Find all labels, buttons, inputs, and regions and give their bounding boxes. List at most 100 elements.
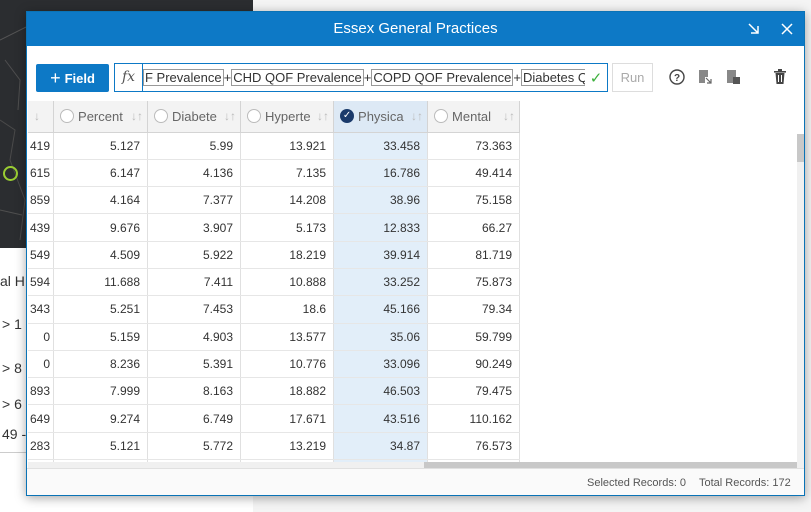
- table-cell[interactable]: 4.136: [147, 159, 242, 188]
- expression-token[interactable]: COPD QOF Prevalence: [371, 69, 514, 86]
- table-cell[interactable]: 110.162: [427, 404, 521, 433]
- table-cell[interactable]: 35.06: [333, 323, 429, 351]
- column-header-percent[interactable]: Percent ↓↑: [53, 101, 149, 133]
- expression-token[interactable]: F Prevalence: [143, 69, 224, 86]
- help-icon[interactable]: ?: [668, 68, 686, 86]
- table-cell[interactable]: 4.903: [147, 323, 242, 351]
- table-row[interactable]: 0 8.236 5.391 10.776 33.096 90.249: [28, 350, 521, 379]
- table-cell[interactable]: 59.799: [427, 323, 521, 351]
- table-row[interactable]: 439 9.676 3.907 5.173 12.833 66.27: [28, 213, 521, 242]
- table-cell[interactable]: 9.274: [53, 404, 149, 433]
- horizontal-scrollbar[interactable]: [28, 462, 797, 468]
- attribute-table[interactable]: ↓ Percent ↓↑ Diabete ↓↑ Hyperte ↓↑ ✓ Physica…: [28, 101, 797, 468]
- table-cell[interactable]: 5.121: [53, 432, 149, 461]
- table-cell[interactable]: 18.6: [240, 295, 335, 324]
- table-cell[interactable]: 7.135: [240, 159, 335, 188]
- table-row[interactable]: 859 4.164 7.377 14.208 38.96 75.158: [28, 186, 521, 215]
- table-cell[interactable]: 549: [28, 241, 55, 269]
- table-cell[interactable]: 5.772: [147, 432, 242, 461]
- table-cell[interactable]: 38.96: [333, 186, 429, 215]
- table-cell[interactable]: 7.999: [53, 377, 149, 406]
- table-cell[interactable]: 33.252: [333, 268, 429, 297]
- table-cell[interactable]: 46.503: [333, 377, 429, 406]
- sort-icon[interactable]: ↓↑: [131, 109, 144, 124]
- expression-token[interactable]: CHD QOF Prevalence: [231, 69, 364, 86]
- add-field-button[interactable]: + Field: [36, 64, 109, 92]
- column-header-mental[interactable]: Mental ↓↑: [427, 101, 521, 133]
- table-cell[interactable]: 17.671: [240, 404, 335, 433]
- table-cell[interactable]: 90.249: [427, 350, 521, 379]
- table-row[interactable]: 283 5.121 5.772 13.219 34.87 76.573: [28, 432, 521, 461]
- table-cell[interactable]: 5.127: [53, 132, 149, 160]
- table-cell[interactable]: 75.873: [427, 268, 521, 297]
- table-cell[interactable]: 3.907: [147, 213, 242, 242]
- table-cell[interactable]: 49.414: [427, 159, 521, 188]
- table-cell[interactable]: 0: [28, 350, 55, 379]
- table-cell[interactable]: 79.34: [427, 295, 521, 324]
- sort-icon[interactable]: ↓↑: [317, 109, 330, 124]
- expression-text[interactable]: F Prevalence + CHD QOF Prevalence + COPD QOF…: [143, 69, 585, 86]
- table-cell[interactable]: 5.251: [53, 295, 149, 324]
- table-cell[interactable]: 7.411: [147, 268, 242, 297]
- import-icon[interactable]: [724, 68, 742, 86]
- table-cell[interactable]: 5.391: [147, 350, 242, 379]
- dialog-titlebar[interactable]: Essex General Practices: [27, 12, 804, 46]
- column-header-hypertension[interactable]: Hyperte ↓↑: [240, 101, 335, 133]
- table-cell[interactable]: 39.914: [333, 241, 429, 269]
- table-cell[interactable]: 5.173: [240, 213, 335, 242]
- vertical-scrollbar[interactable]: [797, 134, 804, 468]
- table-cell[interactable]: 13.921: [240, 132, 335, 160]
- table-cell[interactable]: 5.159: [53, 323, 149, 351]
- table-cell[interactable]: 439: [28, 213, 55, 242]
- column-select-radio[interactable]: [434, 109, 449, 124]
- column-selected-check-icon[interactable]: ✓: [340, 109, 355, 124]
- sort-icon[interactable]: ↓↑: [411, 109, 424, 124]
- column-select-radio[interactable]: [154, 109, 169, 124]
- table-cell[interactable]: 73.363: [427, 132, 521, 160]
- table-cell[interactable]: 7.453: [147, 295, 242, 324]
- table-row[interactable]: 649 9.274 6.749 17.671 43.516 110.162: [28, 404, 521, 433]
- table-row[interactable]: 594 11.688 7.411 10.888 33.252 75.873: [28, 268, 521, 297]
- table-cell[interactable]: 45.166: [333, 295, 429, 324]
- table-cell[interactable]: 4.509: [53, 241, 149, 269]
- table-cell[interactable]: 75.158: [427, 186, 521, 215]
- table-cell[interactable]: 5.922: [147, 241, 242, 269]
- table-cell[interactable]: 34.87: [333, 432, 429, 461]
- table-row[interactable]: 343 5.251 7.453 18.6 45.166 79.34: [28, 295, 521, 324]
- table-cell[interactable]: 8.163: [147, 377, 242, 406]
- table-cell[interactable]: 7.377: [147, 186, 242, 215]
- table-cell[interactable]: 649: [28, 404, 55, 433]
- table-cell[interactable]: 859: [28, 186, 55, 215]
- column-header-physical[interactable]: ✓ Physica ↓↑: [333, 101, 429, 133]
- expression-token[interactable]: Diabetes Q: [520, 69, 585, 86]
- table-cell[interactable]: 6.147: [53, 159, 149, 188]
- close-icon[interactable]: [777, 19, 797, 39]
- table-cell[interactable]: 5.99: [147, 132, 242, 160]
- minimize-icon[interactable]: [744, 19, 764, 39]
- table-cell[interactable]: 893: [28, 377, 55, 406]
- column-header[interactable]: ↓: [28, 101, 55, 133]
- table-cell[interactable]: 79.475: [427, 377, 521, 406]
- table-cell[interactable]: 66.27: [427, 213, 521, 242]
- scroll-thumb[interactable]: [797, 134, 804, 162]
- table-row[interactable]: 0 5.159 4.903 13.577 35.06 59.799: [28, 323, 521, 351]
- table-cell[interactable]: 10.888: [240, 268, 335, 297]
- table-row[interactable]: 893 7.999 8.163 18.882 46.503 79.475: [28, 377, 521, 406]
- table-cell[interactable]: 81.719: [427, 241, 521, 269]
- table-cell[interactable]: 14.208: [240, 186, 335, 215]
- table-cell[interactable]: 594: [28, 268, 55, 297]
- table-cell[interactable]: 18.219: [240, 241, 335, 269]
- column-select-radio[interactable]: [60, 109, 75, 124]
- scroll-thumb[interactable]: [424, 462, 797, 468]
- table-cell[interactable]: 419: [28, 132, 55, 160]
- export-icon[interactable]: [696, 68, 714, 86]
- table-cell[interactable]: 13.577: [240, 323, 335, 351]
- table-row[interactable]: 549 4.509 5.922 18.219 39.914 81.719: [28, 241, 521, 269]
- column-header-diabetes[interactable]: Diabete ↓↑: [147, 101, 242, 133]
- table-cell[interactable]: 33.096: [333, 350, 429, 379]
- table-row[interactable]: 419 5.127 5.99 13.921 33.458 73.363: [28, 132, 521, 160]
- table-cell[interactable]: 615: [28, 159, 55, 188]
- table-cell[interactable]: 343: [28, 295, 55, 324]
- table-cell[interactable]: 12.833: [333, 213, 429, 242]
- table-cell[interactable]: 16.786: [333, 159, 429, 188]
